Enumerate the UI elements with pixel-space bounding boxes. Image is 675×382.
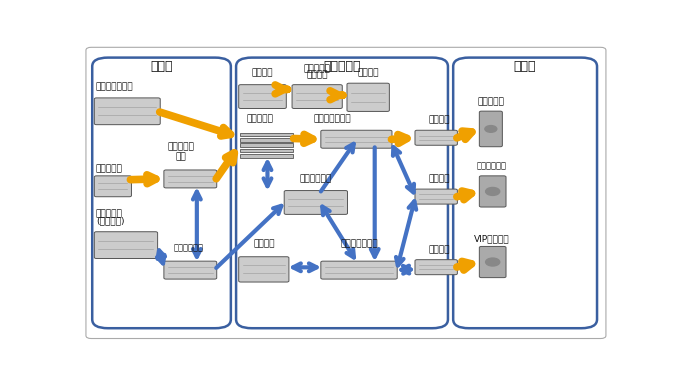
Text: VIP区域扩声: VIP区域扩声 (474, 235, 509, 243)
FancyBboxPatch shape (415, 130, 458, 145)
FancyBboxPatch shape (164, 170, 217, 188)
Text: 扩声控制室: 扩声控制室 (323, 60, 360, 73)
Text: 监听音箱: 监听音箱 (358, 68, 379, 77)
Text: 控制界面: 控制界面 (306, 71, 328, 80)
FancyBboxPatch shape (479, 246, 506, 278)
Circle shape (485, 188, 500, 196)
Text: 数字功放: 数字功放 (429, 246, 450, 255)
Circle shape (485, 258, 500, 266)
FancyBboxPatch shape (239, 257, 289, 282)
Bar (240, 133, 292, 136)
Text: 观众区扩声: 观众区扩声 (478, 98, 505, 107)
FancyBboxPatch shape (92, 58, 231, 328)
Text: 数字调音台: 数字调音台 (304, 64, 331, 73)
Bar (240, 149, 292, 152)
FancyBboxPatch shape (86, 47, 606, 338)
Text: 比赛场地扩声: 比赛场地扩声 (477, 162, 506, 171)
FancyBboxPatch shape (236, 58, 448, 328)
Text: 数字调音台: 数字调音台 (96, 209, 123, 218)
Bar (240, 143, 292, 147)
FancyBboxPatch shape (415, 260, 458, 275)
Text: (现场调音): (现场调音) (96, 216, 124, 225)
Text: 音源设备: 音源设备 (252, 69, 273, 78)
Text: 信号塞孔排: 信号塞孔排 (246, 114, 273, 123)
FancyBboxPatch shape (95, 232, 158, 259)
Text: 控制电脑: 控制电脑 (253, 239, 275, 248)
FancyBboxPatch shape (347, 83, 389, 112)
Text: 观众区: 观众区 (151, 60, 173, 73)
FancyBboxPatch shape (321, 130, 392, 148)
FancyBboxPatch shape (321, 261, 397, 279)
Text: 数字功放: 数字功放 (429, 175, 450, 183)
FancyBboxPatch shape (95, 176, 132, 197)
FancyBboxPatch shape (284, 191, 348, 214)
Bar (240, 154, 292, 158)
Text: 数字功放: 数字功放 (429, 116, 450, 125)
FancyBboxPatch shape (164, 261, 217, 279)
Text: 调音台接口箱: 调音台接口箱 (300, 175, 332, 183)
Text: 观众区: 观众区 (514, 60, 537, 73)
FancyBboxPatch shape (239, 85, 286, 108)
Text: 场内音频插
座箱: 场内音频插 座箱 (167, 142, 194, 162)
FancyBboxPatch shape (95, 98, 160, 125)
FancyBboxPatch shape (479, 176, 506, 207)
Circle shape (485, 126, 497, 132)
FancyBboxPatch shape (415, 189, 458, 204)
FancyBboxPatch shape (479, 111, 502, 147)
Text: 核心网络交换机: 核心网络交换机 (340, 239, 378, 248)
Text: 无线传声器系统: 无线传声器系统 (96, 83, 134, 91)
Bar (240, 138, 292, 142)
Text: 有线传声器: 有线传声器 (96, 165, 123, 174)
FancyBboxPatch shape (292, 85, 342, 108)
Text: 数字音频处理器: 数字音频处理器 (313, 114, 350, 123)
Text: 调音台接口箱: 调音台接口箱 (174, 243, 204, 253)
FancyBboxPatch shape (453, 58, 597, 328)
